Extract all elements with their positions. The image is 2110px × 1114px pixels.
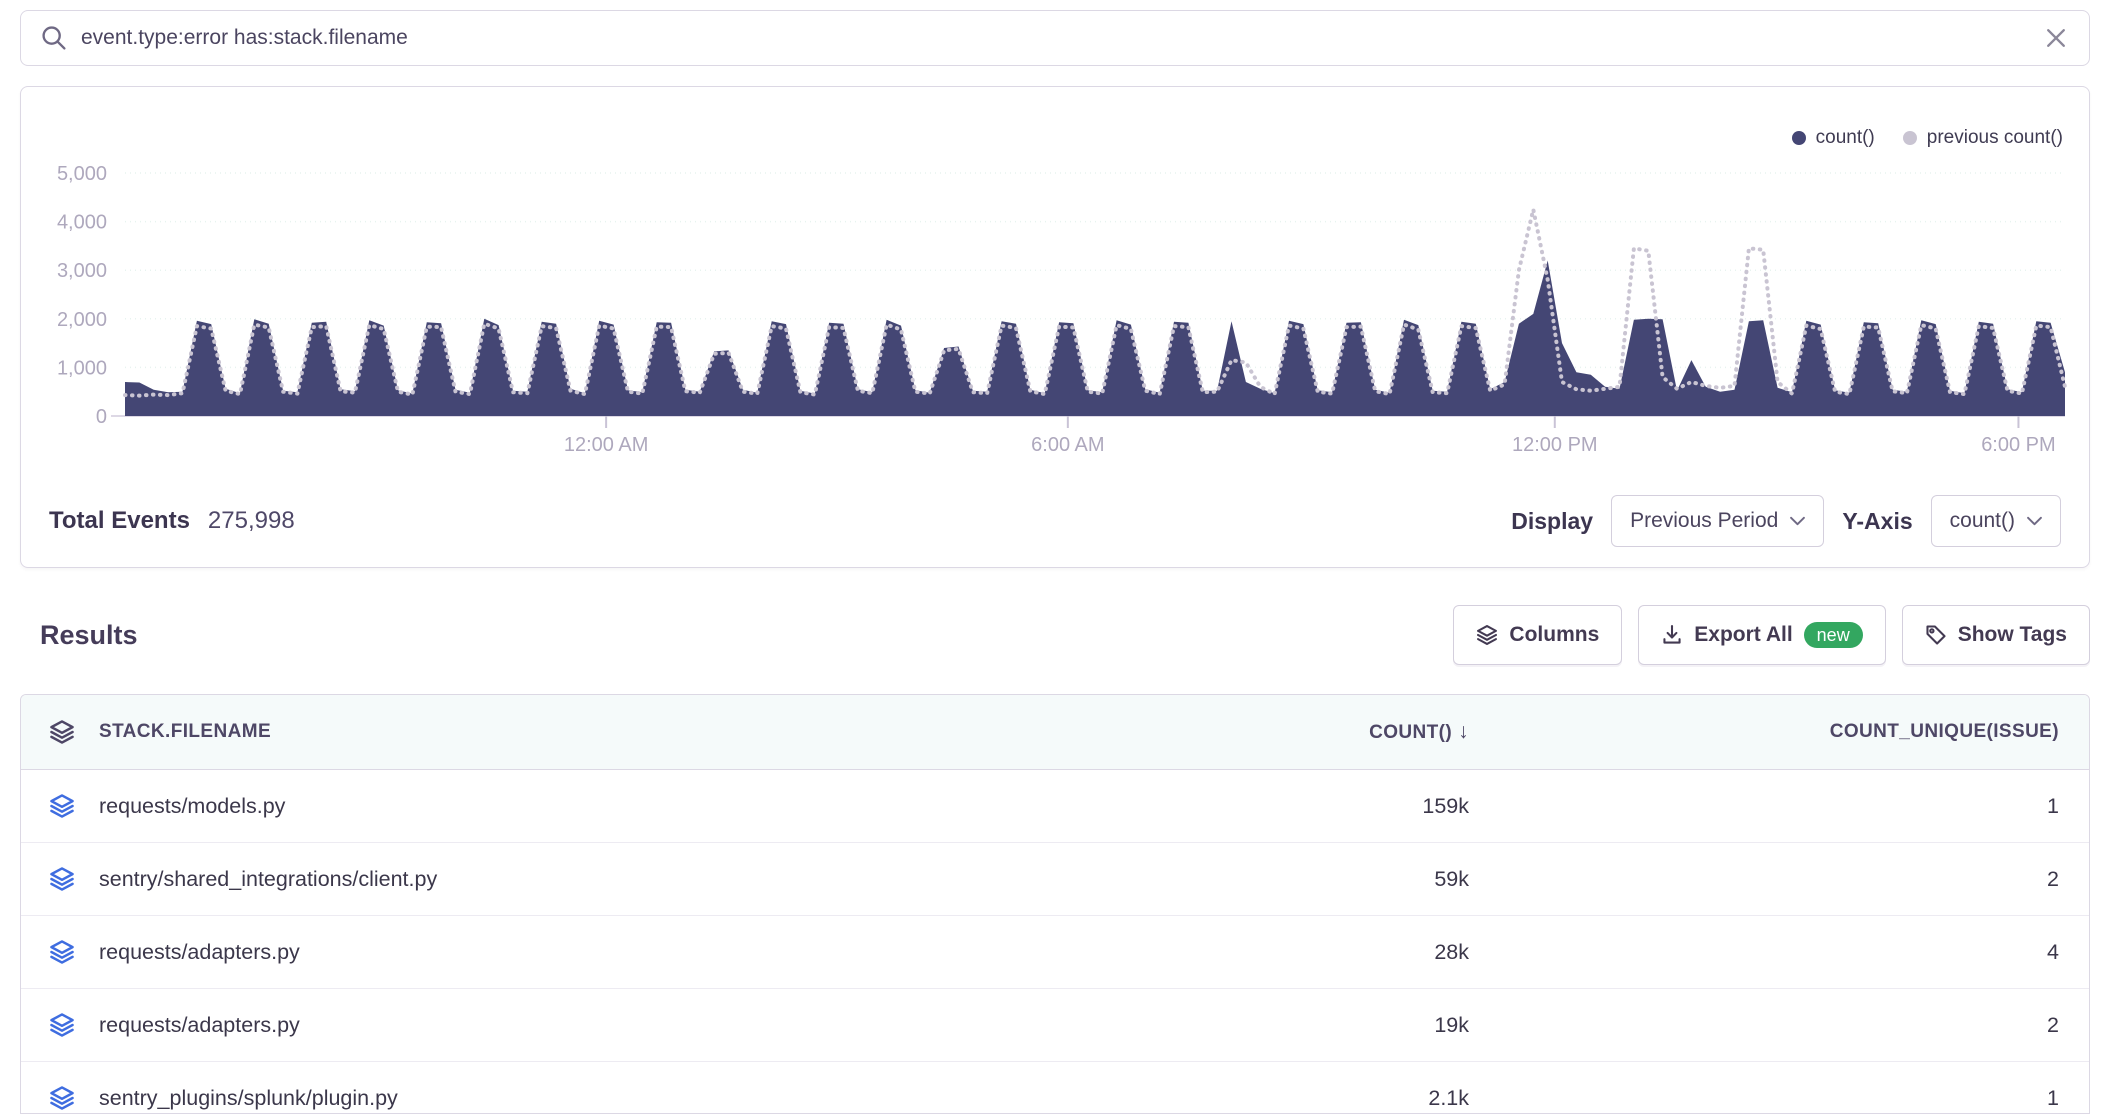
legend-label: count() [1815, 127, 1875, 148]
layers-icon [50, 1013, 74, 1037]
cell-count[interactable]: 59k [1434, 866, 1469, 891]
total-events-label: Total Events [49, 507, 190, 534]
layers-icon [1477, 625, 1498, 645]
search-bar[interactable] [20, 10, 2090, 66]
svg-text:6:00 AM: 6:00 AM [1031, 434, 1104, 456]
layers-icon [50, 940, 74, 964]
results-title: Results [40, 619, 138, 650]
filename-text: requests/adapters.py [99, 1012, 300, 1037]
new-badge: new [1803, 622, 1863, 648]
table-row: sentry_plugins/splunk/plugin.py 2.1k 1 [21, 1062, 2089, 1113]
layers-icon [50, 720, 74, 744]
results-table-body: requests/models.py 159k 1 sentry/shared_int… [21, 770, 2089, 1113]
yaxis-select[interactable]: count() [1930, 495, 2061, 547]
yaxis-label: Y-Axis [1842, 507, 1913, 534]
column-header-label: COUNT_UNIQUE(ISSUE) [1829, 721, 2059, 742]
total-events-value: 275,998 [207, 507, 295, 534]
table-row: sentry/shared_integrations/client.py 59k 2 [21, 843, 2089, 916]
layers-icon [50, 1086, 74, 1110]
legend-item-previous-count[interactable]: previous count() [1902, 127, 2063, 149]
cell-count-unique[interactable]: 4 [2047, 939, 2059, 964]
clear-search-icon[interactable] [2043, 25, 2069, 51]
cell-count[interactable]: 159k [1422, 793, 1469, 818]
filename-text: sentry_plugins/splunk/plugin.py [99, 1085, 398, 1110]
cell-stack-filename[interactable]: requests/adapters.py [21, 1012, 1069, 1038]
cell-stack-filename[interactable]: sentry/shared_integrations/client.py [21, 866, 1069, 892]
table-header-row: STACK.FILENAME COUNT() ↓ COUNT_UNIQUE(ISS… [21, 695, 2089, 770]
show-tags-button-label: Show Tags [1957, 623, 2067, 646]
layers-icon [50, 867, 74, 891]
svg-text:4,000: 4,000 [57, 212, 107, 234]
search-icon [42, 26, 66, 50]
columns-button-label: Columns [1509, 623, 1600, 646]
display-select[interactable]: Previous Period [1611, 495, 1825, 547]
columns-button[interactable]: Columns [1453, 605, 1623, 665]
column-header-stack-filename[interactable]: STACK.FILENAME [21, 719, 1069, 745]
cell-stack-filename[interactable]: sentry_plugins/splunk/plugin.py [21, 1085, 1069, 1111]
display-select-value: Previous Period [1630, 509, 1779, 532]
chevron-down-icon [1790, 516, 1806, 526]
search-input[interactable] [81, 26, 2043, 50]
events-chart-card: count() previous count() 0 1,000 2,000 3,00… [20, 86, 2090, 568]
column-header-label: COUNT() [1369, 722, 1453, 743]
yaxis-select-value: count() [1949, 509, 2015, 532]
column-header-count[interactable]: COUNT() ↓ [1069, 720, 1469, 744]
display-label: Display [1511, 507, 1594, 534]
filename-text: requests/models.py [99, 793, 286, 818]
cell-count[interactable]: 2.1k [1428, 1085, 1469, 1110]
legend-item-count[interactable]: count() [1791, 127, 1875, 149]
results-bar: Results Columns Export All new Show Tags [20, 604, 2090, 666]
svg-text:12:00 PM: 12:00 PM [1512, 434, 1598, 456]
column-header-label: STACK.FILENAME [99, 721, 272, 742]
svg-text:3,000: 3,000 [57, 260, 107, 282]
cell-count-unique[interactable]: 1 [2047, 1085, 2059, 1110]
table-row: requests/adapters.py 28k 4 [21, 916, 2089, 989]
cell-stack-filename[interactable]: requests/models.py [21, 793, 1069, 819]
download-icon [1663, 625, 1681, 644]
cell-count[interactable]: 28k [1434, 939, 1469, 964]
tag-icon [1926, 625, 1946, 645]
events-chart: 0 1,000 2,000 3,000 4,000 5,000 12:00 AM 6:00 A… [57, 163, 2067, 456]
cell-count-unique[interactable]: 2 [2047, 866, 2059, 891]
cell-count-unique[interactable]: 2 [2047, 1012, 2059, 1037]
cell-count[interactable]: 19k [1434, 1012, 1469, 1037]
legend-dot [1791, 131, 1806, 145]
svg-text:5,000: 5,000 [57, 163, 107, 185]
legend-dot [1902, 131, 1917, 145]
svg-text:6:00 PM: 6:00 PM [1981, 434, 2055, 456]
filename-text: sentry/shared_integrations/client.py [99, 866, 438, 891]
export-all-button-label: Export All [1694, 623, 1793, 646]
chevron-down-icon [2027, 516, 2042, 526]
sort-desc-icon: ↓ [1458, 720, 1469, 743]
export-all-button[interactable]: Export All new [1638, 605, 1886, 665]
chart-legend: count() previous count() [1791, 127, 2063, 149]
column-header-count-unique[interactable]: COUNT_UNIQUE(ISSUE) [1469, 721, 2089, 743]
cell-stack-filename[interactable]: requests/adapters.py [21, 939, 1069, 965]
layers-icon [50, 794, 74, 818]
cell-count-unique[interactable]: 1 [2047, 793, 2059, 818]
results-table: STACK.FILENAME COUNT() ↓ COUNT_UNIQUE(ISS… [20, 694, 2090, 1114]
table-row: requests/models.py 159k 1 [21, 770, 2089, 843]
filename-text: requests/adapters.py [99, 939, 300, 964]
svg-text:0: 0 [96, 406, 107, 428]
svg-text:1,000: 1,000 [57, 357, 107, 379]
svg-text:12:00 AM: 12:00 AM [564, 434, 649, 456]
chart-footer: Total Events 275,998 Display Previous Pe… [21, 475, 2089, 567]
legend-label: previous count() [1926, 127, 2063, 148]
svg-text:2,000: 2,000 [57, 309, 107, 331]
show-tags-button[interactable]: Show Tags [1901, 605, 2090, 665]
table-row: requests/adapters.py 19k 2 [21, 989, 2089, 1062]
